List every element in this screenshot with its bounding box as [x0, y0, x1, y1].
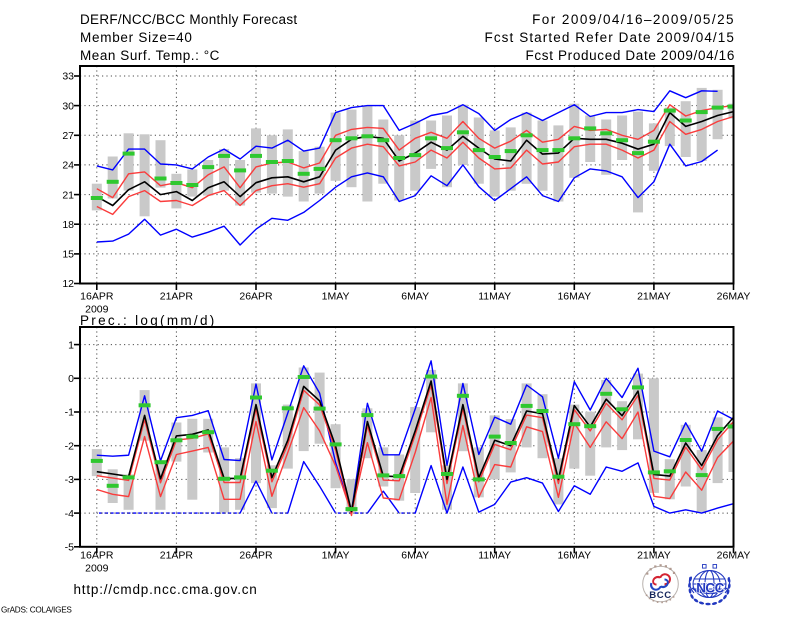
svg-text:26APR: 26APR [239, 550, 273, 562]
svg-text:26APR: 26APR [239, 291, 273, 303]
svg-text:http://cmdp.ncc.cma.gov.cn: http://cmdp.ncc.cma.gov.cn [74, 582, 258, 597]
svg-text:Prec.: log(mm/d): Prec.: log(mm/d) [80, 313, 217, 328]
svg-text:Fcst Started Refer Date 2009/0: Fcst Started Refer Date 2009/04/15 [484, 30, 735, 45]
svg-text:GrADS: COLA/IGES: GrADS: COLA/IGES [1, 606, 72, 615]
svg-text:Mean Surf. Temp.: °C: Mean Surf. Temp.: °C [80, 48, 220, 63]
svg-text:1MAY: 1MAY [322, 550, 350, 562]
svg-text:21: 21 [62, 189, 74, 201]
svg-text:26MAY: 26MAY [717, 550, 751, 562]
svg-text:11MAY: 11MAY [478, 550, 511, 562]
svg-text:21MAY: 21MAY [637, 291, 671, 303]
svg-text:33: 33 [62, 71, 74, 83]
svg-text:21MAY: 21MAY [637, 550, 671, 562]
svg-text:15: 15 [62, 249, 74, 261]
svg-text:21APR: 21APR [160, 291, 194, 303]
svg-text:BCC: BCC [649, 590, 672, 601]
svg-text:2009: 2009 [85, 563, 109, 575]
svg-text:2009: 2009 [85, 304, 109, 316]
svg-text:-5: -5 [65, 542, 74, 554]
svg-text:24: 24 [62, 160, 74, 172]
svg-text:-2: -2 [65, 440, 74, 452]
svg-text:Member Size=40: Member Size=40 [80, 30, 193, 45]
svg-text:DERF/NCC/BCC Monthly Forecast: DERF/NCC/BCC Monthly Forecast [80, 12, 297, 27]
svg-text:16MAY: 16MAY [557, 550, 591, 562]
svg-text:1MAY: 1MAY [322, 291, 350, 303]
svg-text:16APR: 16APR [80, 550, 114, 562]
svg-text:-4: -4 [65, 508, 74, 520]
svg-text:27: 27 [62, 130, 74, 142]
svg-text:Fcst Produced Date 2009/04/16: Fcst Produced Date 2009/04/16 [526, 48, 735, 63]
svg-text:1: 1 [68, 339, 74, 351]
svg-text:30: 30 [62, 100, 74, 112]
svg-text:26MAY: 26MAY [717, 291, 751, 303]
svg-text:11MAY: 11MAY [478, 291, 511, 303]
svg-text:6MAY: 6MAY [401, 550, 429, 562]
svg-text:12: 12 [62, 278, 74, 290]
svg-text:For 2009/04/16–2009/05/25: For 2009/04/16–2009/05/25 [532, 12, 735, 27]
svg-text:16APR: 16APR [80, 291, 114, 303]
svg-text:18: 18 [62, 219, 74, 231]
svg-text:-3: -3 [65, 474, 74, 486]
svg-text:-1: -1 [65, 407, 74, 419]
svg-text:6MAY: 6MAY [401, 291, 429, 303]
svg-text:21APR: 21APR [160, 550, 194, 562]
svg-text:0: 0 [68, 373, 74, 385]
svg-text:NCC: NCC [696, 581, 724, 596]
svg-text:16MAY: 16MAY [557, 291, 591, 303]
